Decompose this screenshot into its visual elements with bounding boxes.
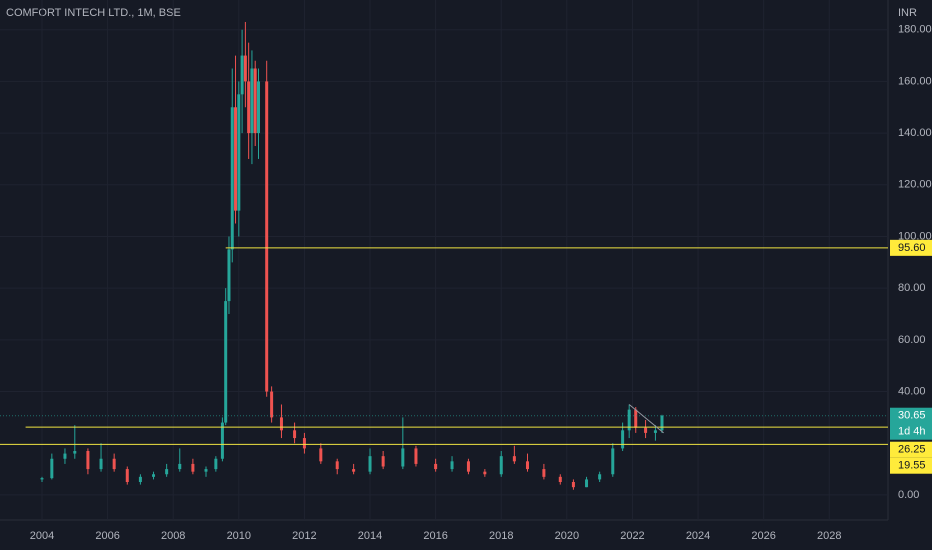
y-tick-label: 0.00 (898, 489, 919, 501)
candle-body (191, 463, 195, 472)
x-tick-label: 2028 (817, 530, 841, 542)
candle-body (381, 456, 385, 467)
candle-body (63, 453, 67, 459)
x-tick-label: 2026 (751, 530, 775, 542)
candle-body (224, 301, 228, 423)
candle-body (571, 482, 575, 488)
x-tick-label: 2020 (555, 530, 579, 542)
y-tick-label: 100.00 (898, 230, 932, 242)
chart-title: COMFORT INTECH LTD., 1M, BSE (6, 7, 181, 19)
price-tag-label: 26.25 (898, 444, 926, 456)
candle-body (240, 55, 244, 95)
x-tick-label: 2006 (95, 530, 119, 542)
candle-body (165, 469, 169, 475)
price-tag (890, 441, 932, 458)
candle-body (598, 474, 602, 480)
candle-body (125, 469, 129, 483)
candle-body (558, 476, 562, 483)
y-tick-label: 60.00 (898, 334, 926, 346)
candle-body (644, 427, 648, 433)
candle-body (152, 474, 156, 477)
x-tick-label: 2004 (30, 530, 54, 542)
candle-body (302, 438, 306, 449)
candle-body (234, 107, 238, 211)
x-tick-label: 2010 (227, 530, 251, 542)
candle-body (611, 448, 615, 475)
candle-body (270, 391, 274, 418)
candle-body (335, 461, 339, 470)
candle-body (414, 448, 418, 464)
candle-body (450, 461, 454, 470)
candle-body (634, 409, 638, 428)
candle-body (368, 456, 372, 472)
x-tick-label: 2016 (423, 530, 447, 542)
x-tick-label: 2008 (161, 530, 185, 542)
trendline (628, 404, 664, 434)
candle-body (99, 458, 103, 470)
candle-body (621, 430, 625, 449)
price-tag-label: 19.55 (898, 460, 926, 472)
x-tick-label: 2018 (489, 530, 513, 542)
candle-body (499, 456, 503, 475)
x-tick-label: 2014 (358, 530, 382, 542)
candle-body (214, 458, 218, 470)
candle-body (227, 249, 231, 302)
y-tick-label: 160.00 (898, 75, 932, 87)
candle-body (660, 415, 664, 431)
candle-body (279, 417, 283, 431)
price-tag (890, 239, 932, 256)
candle-body (112, 458, 116, 470)
last-price-label: 30.65 (898, 410, 926, 422)
candle-body (434, 463, 438, 470)
candle-body (401, 448, 405, 467)
candle-body (237, 94, 241, 211)
y-tick-label: 180.00 (898, 24, 932, 36)
candle-body (627, 409, 631, 431)
candle-body (542, 469, 546, 477)
candle-body (220, 422, 224, 459)
candle-body (86, 450, 90, 470)
x-tick-label: 2022 (620, 530, 644, 542)
x-tick-label: 2024 (686, 530, 710, 542)
price-tag (890, 457, 932, 474)
countdown-label: 1d 4h (898, 426, 926, 438)
y-tick-label: 80.00 (898, 282, 926, 294)
candle-body (525, 461, 529, 470)
candle-body (483, 471, 487, 475)
candle-body (265, 81, 269, 392)
candle-body (138, 476, 142, 483)
candle-body (250, 68, 254, 134)
candle-body (653, 430, 657, 433)
candle-body (319, 448, 323, 462)
candle-body (466, 461, 470, 472)
candle-body (512, 456, 516, 462)
candle-body (204, 469, 208, 472)
x-tick-label: 2012 (292, 530, 316, 542)
candle-body (178, 463, 182, 470)
candle-body (293, 430, 297, 439)
candle-body (247, 81, 251, 134)
candle-body (256, 81, 260, 134)
candle-body (73, 450, 77, 454)
y-tick-label: 40.00 (898, 385, 926, 397)
candle-body (50, 458, 54, 479)
currency: INR (898, 7, 917, 19)
candle-body (253, 68, 257, 134)
candle-body (243, 55, 247, 82)
candle-body (352, 469, 356, 472)
candle-body (40, 478, 44, 480)
last-price-tag (890, 407, 932, 440)
y-tick-label: 120.00 (898, 179, 932, 191)
candle-body (230, 107, 234, 250)
y-tick-label: 140.00 (898, 127, 932, 139)
candle-body (585, 479, 589, 488)
price-tag-label: 95.60 (898, 242, 926, 254)
